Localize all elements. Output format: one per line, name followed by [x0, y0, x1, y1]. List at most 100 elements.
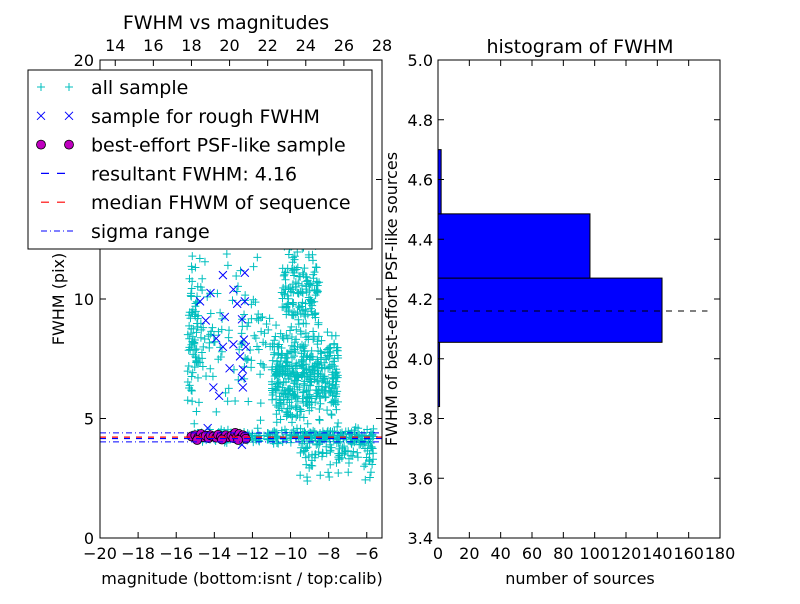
- all-sample-point: [183, 396, 192, 405]
- all-sample-point: [243, 322, 252, 331]
- all-sample-point: [308, 363, 317, 372]
- all-sample-point: [353, 453, 362, 462]
- rough-sample-point: [238, 365, 248, 374]
- all-sample-point: [273, 382, 282, 391]
- all-sample-point: [315, 440, 324, 449]
- all-sample-point: [282, 357, 291, 366]
- all-sample-point: [225, 326, 234, 335]
- all-sample-point: [301, 307, 310, 316]
- all-sample-point: [267, 365, 276, 374]
- all-sample-point: [330, 427, 339, 436]
- all-sample-point: [209, 337, 218, 346]
- y-tick-label: 4.2: [408, 290, 433, 309]
- all-sample-point: [292, 364, 301, 373]
- all-sample-point: [298, 394, 307, 403]
- all-sample-point: [354, 424, 363, 433]
- all-sample-point: [281, 390, 290, 399]
- all-sample-point: [223, 397, 232, 406]
- all-sample-point: [366, 439, 375, 448]
- rough-sample-point: [229, 285, 238, 294]
- all-sample-point: [237, 329, 246, 338]
- all-sample-point: [308, 301, 317, 310]
- x-tick-label: 180: [705, 544, 736, 563]
- legend-label: resultant FWHM: 4.16: [91, 163, 297, 185]
- all-sample-point: [330, 354, 339, 363]
- all-sample-point: [305, 353, 314, 362]
- y-tick-label: 4.4: [408, 230, 433, 249]
- all-sample-point: [359, 439, 368, 448]
- all-sample-point: [305, 439, 314, 448]
- all-sample-point: [325, 379, 334, 388]
- all-sample-point: [307, 346, 316, 355]
- all-sample-point: [322, 449, 331, 458]
- all-sample-point: [292, 424, 301, 433]
- all-sample-point: [310, 332, 319, 341]
- all-sample-point: [187, 324, 196, 333]
- all-sample-point: [265, 314, 274, 323]
- all-sample-point: [296, 405, 305, 414]
- all-sample-point: [315, 405, 324, 414]
- x-tick-label: 40: [490, 544, 510, 563]
- all-sample-point: [206, 309, 215, 318]
- all-sample-point: [333, 422, 342, 431]
- all-sample-point: [307, 403, 316, 412]
- all-sample-point: [299, 379, 308, 388]
- all-sample-point: [297, 340, 306, 349]
- all-sample-point: [316, 392, 325, 401]
- all-sample-point: [331, 369, 340, 378]
- legend-label: median FHWM of sequence: [91, 192, 351, 214]
- all-sample-point: [303, 419, 312, 428]
- histogram-title: histogram of FWHM: [486, 36, 673, 58]
- all-sample-point: [199, 342, 208, 351]
- all-sample-point: [285, 404, 294, 413]
- x-tick-label: −20: [83, 544, 117, 563]
- all-sample-point: [325, 472, 334, 481]
- rough-sample-point: [218, 342, 228, 352]
- all-sample-point: [185, 383, 194, 392]
- all-sample-point: [299, 342, 308, 351]
- all-sample-point: [192, 407, 201, 416]
- scatter-plot: −20 −18 −16 −14 −12 −10 −8 −6 14 16 18 20 22 24 26 28 0 5…: [49, 12, 392, 588]
- all-sample-point: [344, 454, 353, 463]
- all-sample-point: [196, 283, 205, 292]
- all-sample-point: [214, 327, 223, 336]
- all-sample-point: [296, 471, 305, 480]
- all-sample-point: [183, 330, 192, 339]
- all-sample-point: [188, 368, 197, 377]
- rough-sample-point: [238, 383, 248, 392]
- all-sample-point: [188, 265, 197, 274]
- legend-box: [27, 69, 373, 250]
- all-sample-point: [303, 443, 312, 452]
- x-tick-label: 140: [642, 544, 673, 563]
- all-sample-point: [301, 453, 310, 462]
- all-sample-point: [208, 323, 217, 332]
- all-sample-point: [289, 253, 298, 262]
- all-sample-point: [315, 415, 324, 424]
- x-tick-label: −18: [121, 544, 155, 563]
- rough-sample-point: [214, 391, 224, 401]
- all-sample-point: [365, 473, 374, 482]
- y-tick-label: 5: [84, 410, 94, 429]
- all-sample-point: [303, 473, 312, 482]
- all-sample-point: [326, 460, 335, 469]
- all-sample-point: [332, 405, 341, 414]
- all-sample-point: [311, 398, 320, 407]
- all-sample-point: [298, 289, 307, 298]
- x-tick-label: −6: [355, 544, 379, 563]
- all-sample-point: [196, 333, 205, 342]
- all-sample-point: [238, 338, 247, 347]
- all-sample-point: [293, 288, 302, 297]
- all-sample-point: [329, 388, 338, 397]
- all-sample-point: [299, 319, 308, 328]
- all-sample-point: [187, 284, 196, 293]
- top-x-tick-label: 20: [219, 36, 239, 55]
- all-sample-point: [311, 291, 320, 300]
- all-sample-point: [274, 360, 283, 369]
- all-sample-point: [302, 273, 311, 282]
- all-sample-point: [293, 385, 302, 394]
- all-sample-point: [289, 426, 298, 435]
- all-sample-point: [287, 418, 296, 427]
- all-sample-point: [277, 366, 286, 375]
- all-sample-point: [257, 327, 266, 336]
